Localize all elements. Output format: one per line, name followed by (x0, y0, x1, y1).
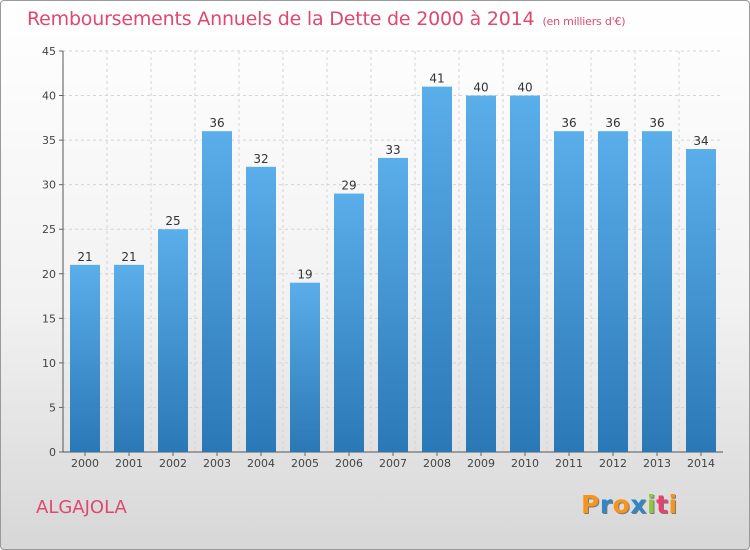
bar-value-label: 40 (517, 81, 532, 95)
logo-letter: r (599, 490, 613, 519)
logo-letter: i (668, 490, 678, 519)
y-tick-label: 0 (49, 446, 56, 459)
bar-value-label: 33 (385, 143, 400, 157)
x-tick-label: 2008 (423, 457, 451, 470)
y-tick-label: 10 (42, 357, 56, 370)
bar-2008 (422, 86, 452, 453)
x-tick-label: 2005 (291, 457, 319, 470)
bar-value-label: 41 (429, 72, 444, 86)
bar-2000 (70, 264, 100, 452)
y-tick-label: 40 (42, 90, 56, 103)
bar-2012 (598, 131, 628, 452)
x-tick-label: 2002 (159, 457, 187, 470)
logo-letter: x (630, 490, 647, 519)
bar-2004 (246, 166, 276, 452)
commune-name: ALGAJOLA (36, 497, 127, 518)
bar-2002 (158, 229, 188, 452)
x-tick-label: 2011 (555, 457, 583, 470)
logo-letter: P (581, 490, 600, 519)
y-tick-label: 45 (42, 45, 56, 58)
bar-2010 (510, 95, 540, 453)
bar-value-label: 29 (341, 179, 356, 193)
x-tick-label: 2010 (511, 457, 539, 470)
y-tick-label: 25 (42, 223, 56, 236)
labels: 0 5 10 15 20 25 30 35 40 45 21 2000 21 2001 25 2002 36 20… (42, 45, 715, 470)
x-tick-label: 2006 (335, 457, 363, 470)
bar-2001 (114, 264, 144, 452)
bar-value-label: 21 (121, 250, 136, 264)
x-tick-label: 2003 (203, 457, 231, 470)
bar-2013 (642, 131, 672, 452)
x-tick-label: 2001 (115, 457, 143, 470)
bar-value-label: 19 (297, 268, 312, 282)
bar-2009 (466, 95, 496, 453)
bar-value-label: 40 (473, 81, 488, 95)
y-tick-label: 15 (42, 312, 56, 325)
y-tick-label: 35 (42, 134, 56, 147)
y-tick-label: 20 (42, 268, 56, 281)
x-tick-label: 2007 (379, 457, 407, 470)
x-tick-label: 2013 (643, 457, 671, 470)
bar-value-label: 36 (649, 116, 664, 130)
bar-2006 (334, 193, 364, 453)
chart-subtitle: (en milliers d'€) (542, 15, 626, 28)
bar-2007 (378, 157, 408, 452)
bar-2005 (290, 282, 320, 452)
x-tick-label: 2014 (687, 457, 715, 470)
bar-value-label: 32 (253, 152, 268, 166)
bar-2011 (554, 131, 584, 452)
bar-value-label: 21 (77, 250, 92, 264)
y-tick-label: 5 (49, 401, 56, 414)
bar-value-label: 36 (209, 116, 224, 130)
logo-letter: t (656, 490, 669, 519)
bar-value-label: 36 (605, 116, 620, 130)
y-tick-label: 30 (42, 179, 56, 192)
bar-value-label: 34 (693, 134, 708, 148)
x-tick-label: 2004 (247, 457, 275, 470)
bar-value-label: 36 (561, 116, 576, 130)
bars (70, 86, 716, 453)
bar-2003 (202, 131, 232, 452)
x-tick-label: 2012 (599, 457, 627, 470)
bar-2014 (686, 149, 716, 452)
bar-value-label: 25 (165, 214, 180, 228)
x-tick-label: 2009 (467, 457, 495, 470)
logo-letter: i (647, 490, 657, 519)
chart-title: Remboursements Annuels de la Dette de 20… (27, 8, 626, 30)
chart-title-text: Remboursements Annuels de la Dette de 20… (27, 8, 535, 30)
logo-letter: o (612, 490, 631, 519)
proxiti-logo[interactable]: Proxiti (581, 490, 678, 519)
x-tick-label: 2000 (71, 457, 99, 470)
